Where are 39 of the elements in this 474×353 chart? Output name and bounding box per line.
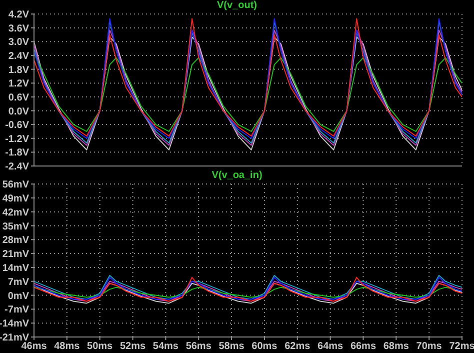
x-tick-label: 54ms <box>152 341 179 352</box>
y-tick-label: -1.8V <box>5 148 30 159</box>
line-series <box>34 52 462 132</box>
y-tick-label: 28mV <box>2 235 30 246</box>
x-tick-label: 52ms <box>120 341 146 352</box>
x-tick-label: 60ms <box>252 341 278 352</box>
y-tick-label: 49mV <box>2 193 30 204</box>
y-tick-label: 3.0V <box>8 37 30 48</box>
x-tick-label: 58ms <box>218 341 245 352</box>
y-tick-label: 21mV <box>2 249 30 260</box>
x-tick-label: 66ms <box>350 341 376 352</box>
y-tick-label: 42mV <box>2 207 30 218</box>
x-tick-label: 64ms <box>318 341 344 352</box>
y-tick-label: 4.2V <box>8 10 30 21</box>
y-tick-label: 0.0V <box>8 106 30 118</box>
y-tick-label: -0.6V <box>5 120 30 132</box>
x-tick-label: 62ms <box>284 341 311 352</box>
x-tick-label: 72ms <box>449 341 474 352</box>
chart-title: V(v_oa_in) <box>212 170 262 181</box>
x-tick-label: 70ms <box>416 341 442 352</box>
y-tick-label: 2.4V <box>8 51 30 62</box>
x-tick-label: 46ms <box>21 341 48 352</box>
x-tick-label: 48ms <box>54 341 80 352</box>
y-tick-label: 14mV <box>2 263 30 274</box>
chart-title: V(v_out) <box>217 0 257 11</box>
y-tick-label: -1.2V <box>5 134 30 145</box>
x-tick-label: 56ms <box>186 341 212 352</box>
y-tick-label: 35mV <box>2 221 30 232</box>
y-tick-label: 1.2V <box>8 78 30 90</box>
y-tick-label: -7mV <box>4 304 30 316</box>
y-tick-label: 56mV <box>2 180 30 191</box>
y-tick-label: 0.6V <box>8 92 30 104</box>
y-tick-label: 0mV <box>8 290 30 302</box>
x-tick-label: 68ms <box>383 341 410 352</box>
y-tick-label: 7mV <box>8 276 30 288</box>
y-tick-label: 3.6V <box>8 23 30 34</box>
x-tick-label: 50ms <box>87 341 114 352</box>
y-tick-label: 1.8V <box>8 64 30 76</box>
y-tick-label: -2.4V <box>5 162 30 173</box>
